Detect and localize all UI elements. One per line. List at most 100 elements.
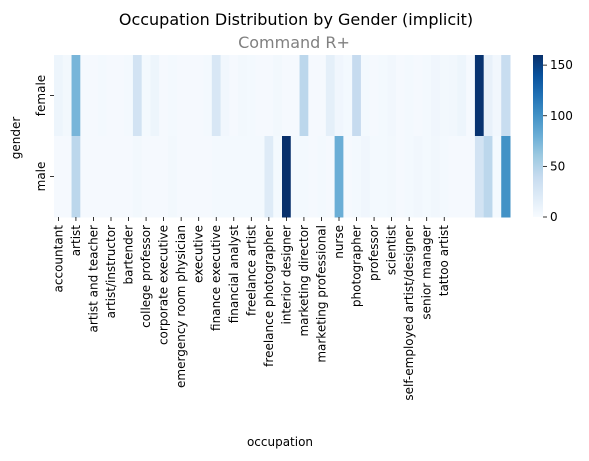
y-tick-label: male — [34, 162, 48, 192]
heatmap-cell — [431, 136, 441, 218]
heatmap-cell — [413, 136, 423, 218]
x-tick-label: freelance artist — [244, 225, 258, 316]
x-tick-label: freelance photographer — [262, 225, 276, 367]
heatmap-cell — [431, 55, 441, 137]
heatmap-cell — [89, 55, 99, 137]
heatmap-cell — [282, 55, 292, 137]
x-tick-label: scientist — [385, 225, 399, 275]
heatmap-cell — [203, 55, 213, 137]
heatmap-cell — [115, 136, 125, 218]
heatmap-cell — [334, 55, 344, 137]
heatmap-cell — [106, 136, 116, 218]
heatmap-cell — [97, 136, 108, 218]
x-axis-label: occupation — [247, 435, 313, 449]
heatmap-cell — [308, 136, 318, 218]
heatmap-cell — [80, 136, 90, 218]
x-tick-label: artist and teacher — [86, 225, 100, 333]
heatmap-cell — [474, 136, 485, 218]
heatmap-cell — [448, 55, 458, 137]
heatmap-cell — [185, 55, 195, 137]
colorbar — [533, 55, 543, 217]
colorbar-tick-label: 100 — [550, 109, 573, 123]
heatmap-cell — [396, 55, 406, 137]
heatmap-cell — [360, 136, 371, 218]
heatmap-cell — [378, 55, 388, 137]
heatmap-cell — [255, 136, 265, 218]
heatmap-cell — [334, 136, 344, 218]
heatmap-cell — [132, 136, 143, 218]
x-tick-label: professor — [367, 225, 381, 281]
heatmap-cell — [308, 55, 318, 137]
x-tick-label: executive — [192, 225, 206, 283]
heatmap-cell — [369, 136, 379, 218]
heatmap-cell — [132, 55, 143, 137]
heatmap-cell — [220, 55, 230, 137]
x-tick-label: college professor — [139, 225, 153, 328]
heatmap-cell — [71, 55, 81, 137]
heatmap-cell — [325, 136, 336, 218]
heatmap-cell — [282, 136, 292, 218]
x-tick-label: corporate executive — [157, 225, 171, 345]
heatmap-cell — [150, 55, 160, 137]
heatmap-cell — [352, 136, 362, 218]
heatmap-cell — [264, 136, 274, 218]
heatmap-cell — [413, 55, 423, 137]
heatmap-cell — [238, 136, 248, 218]
heatmap-cell — [211, 55, 222, 137]
heatmap-cell — [387, 55, 397, 137]
chart-subtitle: Command R+ — [238, 33, 350, 52]
heatmap-cell — [106, 55, 116, 137]
heatmap-cell — [220, 136, 230, 218]
heatmap-cell — [299, 55, 309, 137]
heatmap-cell — [176, 55, 187, 137]
heatmap-cell — [194, 55, 204, 137]
heatmap-cell — [439, 55, 450, 137]
heatmap-cell — [203, 136, 213, 218]
heatmap-cells — [54, 55, 511, 218]
heatmap-cell — [124, 136, 134, 218]
heatmap-cell — [159, 136, 169, 218]
heatmap-cell — [492, 55, 502, 137]
heatmap-cell — [317, 55, 327, 137]
heatmap-cell — [466, 136, 476, 218]
x-tick-label: nurse — [332, 225, 346, 259]
colorbar-tick-label: 50 — [550, 159, 565, 173]
heatmap-cell — [317, 136, 327, 218]
heatmap-cell — [97, 55, 108, 137]
heatmap-cell — [404, 136, 415, 218]
heatmap-cell — [150, 136, 160, 218]
heatmap-cell — [290, 136, 301, 218]
colorbar-tick-label: 150 — [550, 58, 573, 72]
heatmap-cell — [439, 136, 450, 218]
heatmap-cell — [448, 136, 458, 218]
heatmap-cell — [396, 136, 406, 218]
heatmap-cell — [387, 136, 397, 218]
heatmap-cell — [54, 136, 64, 218]
heatmap-cell — [273, 55, 283, 137]
x-tick-label: artist/instructor — [104, 225, 118, 318]
heatmap-cell — [474, 55, 485, 137]
heatmap-cell — [360, 55, 371, 137]
x-axis-ticks: accountant artist artist and teacher artist… — [51, 217, 451, 401]
y-axis-ticks: female male — [34, 75, 54, 192]
heatmap-cell — [62, 55, 73, 137]
heatmap-cell — [501, 136, 511, 218]
heatmap-cell — [299, 136, 309, 218]
heatmap-cell — [378, 136, 388, 218]
x-tick-label: accountant — [51, 225, 65, 293]
heatmap-cell — [246, 136, 257, 218]
heatmap-cell — [246, 55, 257, 137]
heatmap-cell — [273, 136, 283, 218]
heatmap-cell — [501, 55, 511, 137]
y-tick-label: female — [34, 75, 48, 116]
heatmap-cell — [264, 55, 274, 137]
heatmap-cell — [343, 136, 353, 218]
heatmap-cell — [255, 55, 265, 137]
y-axis-label: gender — [9, 117, 23, 160]
heatmap-cell — [194, 136, 204, 218]
heatmap-cell — [54, 55, 64, 137]
heatmap-cell — [290, 55, 301, 137]
heatmap-cell — [185, 136, 195, 218]
heatmap-cell — [325, 55, 336, 137]
